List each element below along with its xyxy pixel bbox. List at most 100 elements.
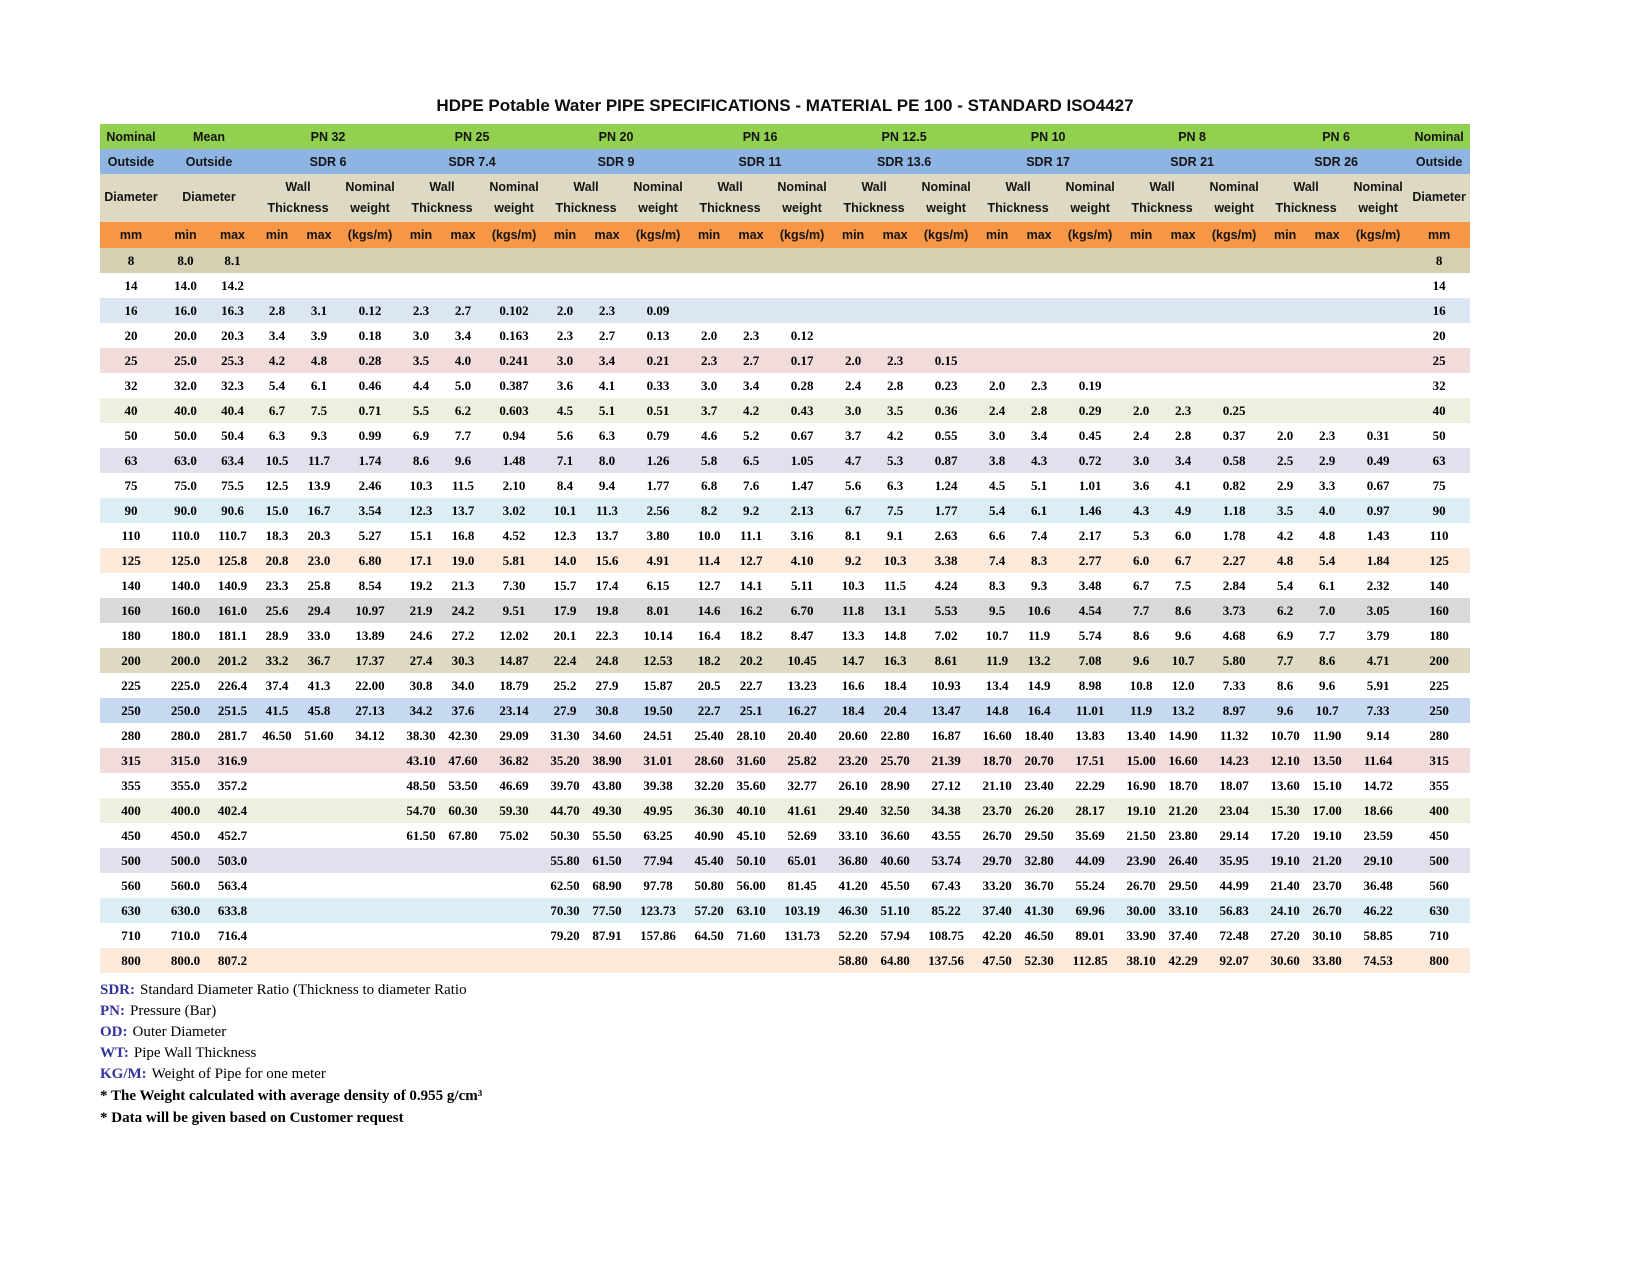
table-cell: 355	[1429, 777, 1449, 793]
table-cell	[256, 273, 298, 298]
table-cell: 12.5	[265, 477, 289, 493]
table-cell: 16.90	[1126, 777, 1156, 793]
table-cell: 1.26	[646, 452, 670, 468]
table-cell: 200	[1429, 652, 1449, 668]
nominal-weight-label-line1: Nominal	[1065, 179, 1115, 194]
footnote-text: Weight of Pipe for one meter	[151, 1066, 326, 1082]
table-cell: 633.8	[217, 902, 248, 918]
table-cell: 13.1	[883, 602, 907, 618]
nominal-weight-label: Nominal weight	[340, 174, 401, 222]
table-cell: 280.0	[170, 727, 201, 743]
table-cell: 16.87	[931, 727, 961, 743]
table-row: 125 125.0 125.8 20.8 23.0 6.80 17.1 19.0 5.81 14.…	[100, 548, 1471, 573]
table-cell: 29.40	[838, 802, 868, 818]
table-cell: 0.25	[1222, 402, 1246, 418]
table-cell: 63.0	[174, 452, 197, 468]
table-cell: 32.50	[880, 802, 910, 818]
table-cell: 15.0	[265, 502, 289, 518]
table-cell	[1306, 248, 1348, 273]
table-cell	[1162, 273, 1204, 298]
table-cell: 0.36	[934, 402, 958, 418]
table-cell	[832, 323, 874, 348]
table-cell: 6.9	[1277, 627, 1294, 643]
table-cell: 53.50	[448, 777, 478, 793]
corner-nominal-left: Nominal	[100, 124, 162, 149]
table-cell: 21.9	[409, 602, 433, 618]
table-cell: 21.40	[1270, 877, 1300, 893]
table-row: 225 225.0 226.4 37.4 41.3 22.00 30.8 34.0 18.79 2…	[100, 673, 1471, 698]
unit-min: min	[544, 222, 587, 248]
table-cell: 28.90	[880, 777, 910, 793]
table-cell: 280	[1429, 727, 1449, 743]
table-cell	[1018, 273, 1060, 298]
table-cell: 61.50	[592, 852, 622, 868]
table-cell: 20.5	[697, 677, 721, 693]
table-cell: 8.4	[556, 477, 574, 493]
table-cell: 1.24	[934, 477, 958, 493]
table-cell: 25.0	[174, 352, 197, 368]
table-cell	[1120, 348, 1162, 373]
corner-outside-left: Outside	[100, 149, 162, 174]
table-cell	[340, 823, 400, 848]
wall-thickness-label-line2: Thickness	[1131, 201, 1193, 215]
table-cell: 47.50	[982, 952, 1012, 968]
table-cell: 30.10	[1312, 927, 1342, 943]
footnote-label: WT:	[100, 1045, 129, 1061]
table-cell: 18.2	[697, 652, 721, 668]
table-cell: 6.7	[1133, 577, 1150, 593]
table-cell: 50.30	[550, 827, 580, 843]
wall-thickness-label-line2: Thickness	[699, 201, 761, 215]
table-cell: 5.80	[1222, 652, 1246, 668]
table-cell: 34.2	[409, 702, 433, 718]
table-cell: 14.9	[1027, 677, 1051, 693]
table-cell: 11.5	[884, 577, 907, 593]
table-cell: 36.70	[1024, 877, 1054, 893]
table-cell: 2.7	[598, 327, 616, 343]
table-cell: 25.3	[221, 352, 244, 368]
footnotes: SDR: Standard Diameter Ratio (Thickness t…	[100, 980, 1470, 1129]
table-cell	[1306, 398, 1348, 423]
table-cell	[1306, 323, 1348, 348]
table-cell: 13.2	[1171, 702, 1195, 718]
table-cell	[1018, 323, 1060, 348]
table-cell	[298, 948, 340, 973]
table-cell: 110.7	[218, 527, 247, 543]
table-cell: 13.47	[931, 702, 961, 718]
header-row-sdr: Outside Outside SDR 6 SDR 7.4 SDR 9 SDR 11 SDR…	[100, 149, 1471, 174]
table-cell: 25.82	[787, 752, 817, 768]
table-cell: 18.70	[1168, 777, 1198, 793]
table-cell: 90.6	[221, 502, 244, 518]
table-cell: 29.10	[1363, 852, 1393, 868]
pn-group-label: PN 25	[400, 124, 545, 149]
table-cell: 8.6	[1277, 677, 1294, 693]
table-cell: 3.0	[412, 327, 430, 343]
table-row: 90 90.0 90.6 15.0 16.7 3.54 12.3 13.7 3.02 10.1 11…	[100, 498, 1471, 523]
table-cell: 16.60	[1168, 752, 1198, 768]
table-cell: 1.48	[502, 452, 526, 468]
table-row: 140 140.0 140.9 23.3 25.8 8.54 19.2 21.3 7.30 15.…	[100, 573, 1471, 598]
table-cell: 40.4	[221, 402, 244, 418]
unit-kgs: (kgs/m)	[1348, 222, 1409, 248]
table-cell: 5.3	[1133, 527, 1150, 543]
table-cell: 112.85	[1072, 952, 1108, 968]
table-cell: 36.30	[694, 802, 724, 818]
nominal-weight-label-line2: weight	[782, 201, 822, 215]
table-cell	[484, 873, 544, 898]
table-cell: 63	[1432, 452, 1446, 468]
table-cell: 2.27	[1222, 552, 1246, 568]
table-cell: 56.00	[736, 877, 766, 893]
table-cell: 21.20	[1168, 802, 1198, 818]
table-cell: 1.77	[646, 477, 670, 493]
sdr-group-label: SDR 26	[1264, 149, 1409, 174]
table-cell: 13.7	[595, 527, 619, 543]
wall-thickness-label-line2: Thickness	[267, 201, 329, 215]
table-cell: 0.37	[1222, 427, 1246, 443]
table-cell: 2.8	[268, 302, 286, 318]
table-cell: 8.1	[224, 252, 241, 268]
table-cell	[586, 948, 628, 973]
table-cell: 6.1	[1319, 577, 1336, 593]
unit-max: max	[209, 222, 257, 248]
table-cell: 1.74	[358, 452, 382, 468]
table-cell	[256, 848, 298, 873]
